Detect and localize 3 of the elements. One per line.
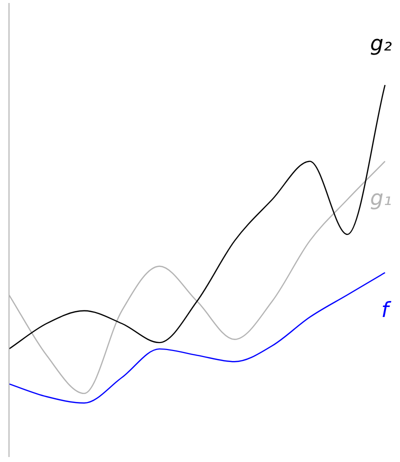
series-label: g₁ <box>370 186 392 210</box>
series-label: f <box>381 298 392 322</box>
series-label: g₂ <box>370 31 392 56</box>
